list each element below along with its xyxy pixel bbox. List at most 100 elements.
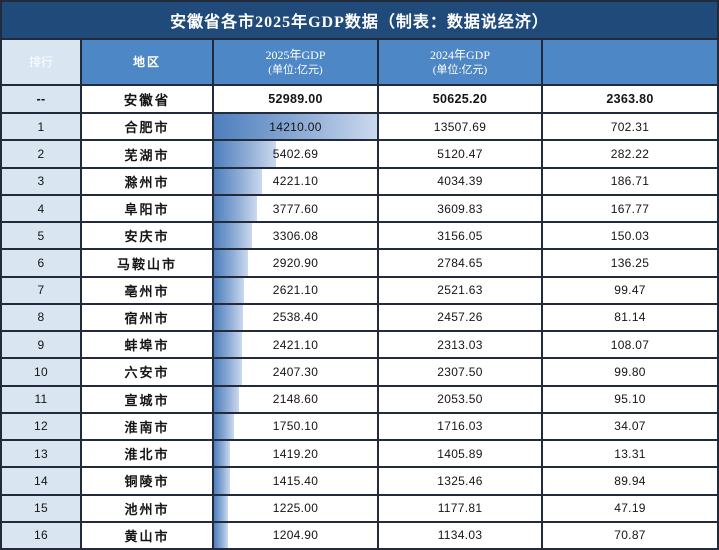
- diff-cell-value: 108.07: [610, 337, 650, 352]
- data-bar: [214, 359, 242, 385]
- data-bar: [214, 277, 245, 303]
- diff-cell-value: 34.07: [614, 419, 646, 434]
- diff-cell-value: 13.31: [614, 446, 646, 461]
- col-header-region-label: 地区: [132, 55, 161, 69]
- col-header-rank: 排行: [2, 40, 82, 84]
- gdp2024-cell-value: 2784.65: [437, 256, 483, 271]
- region-cell: 马鞍山市: [82, 250, 214, 276]
- region-cell-value: 马鞍山市: [116, 256, 177, 272]
- gdp2025-cell-value: 2621.10: [272, 283, 319, 298]
- col-header-region: 地区: [82, 40, 214, 84]
- rank-cell-value: 9: [37, 337, 45, 352]
- rank-cell: 14: [2, 468, 82, 494]
- region-cell-value: 安庆市: [124, 229, 170, 245]
- rank-cell: --: [2, 86, 82, 113]
- region-cell-value: 淮南市: [124, 419, 170, 435]
- gdp2024-cell: 1716.03: [379, 413, 543, 440]
- gdp2025-cell-value: 3777.60: [272, 201, 319, 216]
- rank-cell-value: 13: [34, 446, 48, 461]
- rank-cell-value: 12: [34, 419, 48, 434]
- gdp2025-cell-value: 2421.10: [272, 337, 319, 352]
- gdp2024-cell: 1405.89: [379, 441, 543, 467]
- gdp2025-cell-value: 2538.40: [272, 310, 319, 325]
- region-cell: 六安市: [82, 359, 214, 385]
- rank-cell-value: 2: [37, 147, 45, 162]
- table-row: 12 淮南市 1750.10 1716.03 34.07: [2, 413, 717, 442]
- gdp2025-cell: 1419.20: [214, 441, 379, 467]
- gdp2025-cell: 1204.90: [214, 522, 379, 548]
- rank-cell-value: 7: [37, 283, 45, 298]
- rank-cell-value: 6: [37, 256, 45, 271]
- diff-cell: 282.22: [543, 141, 717, 166]
- gdp2024-cell-value: 1716.03: [437, 419, 483, 434]
- gdp2024-cell: 13507.69: [379, 114, 543, 140]
- table-body: -- 安徽省 52989.00 50625.20 2363.80 1 合肥市 14210.00…: [2, 86, 717, 548]
- diff-cell: 150.03: [543, 223, 717, 248]
- rank-cell: 8: [2, 304, 82, 331]
- gdp2025-cell: 3777.60: [214, 195, 379, 222]
- region-cell: 芜湖市: [82, 141, 214, 167]
- diff-cell-value: 99.80: [614, 364, 646, 379]
- region-cell-value: 淮北市: [124, 447, 170, 463]
- col-header-gdp2024-line1: 2024年GDP: [429, 48, 490, 62]
- diff-cell-value: 89.94: [614, 473, 646, 488]
- gdp2024-cell-value: 1177.81: [437, 501, 483, 516]
- gdp2024-cell-value: 2457.26: [437, 310, 483, 325]
- region-cell: 亳州市: [82, 277, 214, 303]
- data-bar: [214, 386, 239, 412]
- data-bar: [214, 250, 248, 276]
- region-cell-value: 亳州市: [124, 283, 170, 299]
- rank-cell: 10: [2, 359, 82, 385]
- region-cell-value: 宿州市: [124, 310, 170, 326]
- data-bar: [214, 495, 229, 521]
- rank-cell: 12: [2, 413, 82, 440]
- gdp2025-cell: 4221.10: [214, 168, 379, 194]
- data-bar: [214, 141, 276, 167]
- table-row: 8 宿州市 2538.40 2457.26 81.14: [2, 304, 717, 333]
- rank-cell: 16: [2, 522, 82, 548]
- table-row: 10 六安市 2407.30 2307.50 99.80: [2, 359, 717, 387]
- rank-cell-value: 8: [37, 310, 45, 325]
- table-header-row: 排行 地区 2025年GDP (单位:亿元) 2024年GDP (单位:亿元): [2, 40, 717, 86]
- diff-cell-value: 150.03: [610, 228, 650, 243]
- region-cell: 黄山市: [82, 522, 214, 548]
- gdp2025-cell: 1225.00: [214, 495, 379, 521]
- col-header-gdp2024: 2024年GDP (单位:亿元): [379, 40, 543, 84]
- region-cell: 合肥市: [82, 114, 214, 140]
- table-row: 5 安庆市 3306.08 3156.05 150.03: [2, 223, 717, 251]
- gdp2025-cell: 2407.30: [214, 359, 379, 385]
- region-cell-value: 蚌埠市: [124, 338, 170, 354]
- region-cell-value: 宣城市: [124, 392, 170, 408]
- gdp2025-cell: 1415.40: [214, 468, 379, 494]
- gdp2025-cell-value: 1415.40: [272, 473, 319, 488]
- diff-cell: 47.19: [543, 496, 717, 521]
- table-row: 16 黄山市 1204.90 1134.03 70.87: [2, 522, 717, 548]
- rank-cell-value: 14: [34, 473, 48, 488]
- region-cell-value: 合肥市: [124, 120, 170, 136]
- diff-cell: 167.77: [543, 196, 717, 221]
- diff-cell-value: 2363.80: [606, 92, 654, 107]
- col-header-gdp2025-line1: 2025年GDP: [265, 48, 326, 62]
- gdp2024-cell-value: 5120.47: [437, 147, 483, 162]
- region-cell: 淮北市: [82, 441, 214, 467]
- rank-cell-value: 11: [34, 392, 48, 407]
- data-bar: [214, 413, 235, 440]
- region-cell: 滁州市: [82, 168, 214, 194]
- rank-cell: 2: [2, 141, 82, 167]
- table-row: 1 合肥市 14210.00 13507.69 702.31: [2, 114, 717, 142]
- diff-cell-value: 70.87: [614, 528, 646, 543]
- diff-cell-value: 282.22: [610, 147, 650, 162]
- diff-cell: 136.25: [543, 250, 717, 275]
- gdp2024-cell: 50625.20: [379, 86, 543, 113]
- gdp2024-cell-value: 3609.83: [437, 201, 483, 216]
- rank-cell-value: 4: [37, 201, 45, 216]
- region-cell: 淮南市: [82, 413, 214, 440]
- rank-cell-value: 5: [37, 228, 45, 243]
- diff-cell: 89.94: [543, 468, 717, 493]
- rank-cell: 6: [2, 250, 82, 276]
- gdp2025-cell-value: 5402.69: [272, 147, 319, 162]
- gdp2024-cell-value: 13507.69: [433, 119, 487, 134]
- gdp2025-cell-value: 4221.10: [272, 174, 319, 189]
- table-row: 7 亳州市 2621.10 2521.63 99.47: [2, 277, 717, 305]
